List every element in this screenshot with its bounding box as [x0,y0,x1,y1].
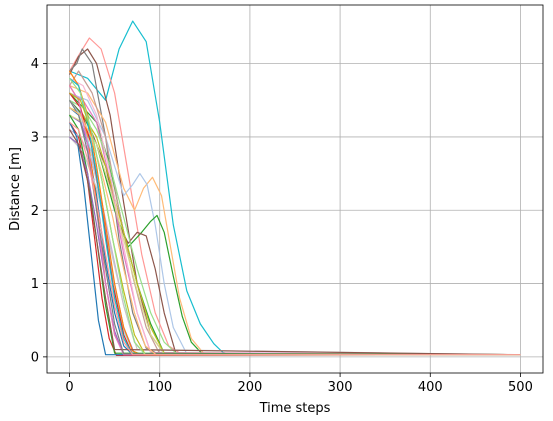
series-line-33 [69,107,521,356]
axis-ticks: 0 100 200 300 400 500 0 1 2 3 4 [31,57,533,395]
series-line-32 [68,99,521,356]
x-tick-label: 400 [418,380,443,395]
series-line-10 [68,70,521,356]
plot-frame [46,4,544,374]
x-tick-label: 0 [65,380,73,395]
series-line-8 [69,99,521,356]
series-line-28 [68,85,521,356]
x-axis-label: Time steps [259,401,331,416]
y-tick-label: 4 [31,57,39,72]
series-line-35 [69,121,521,356]
y-tick-label: 0 [31,350,39,365]
y-tick-label: 1 [31,277,39,292]
series-line-23 [68,122,521,356]
y-tick-label: 2 [31,204,39,219]
series-line-13 [68,121,521,356]
y-axis-label: Distance [m] [8,147,23,231]
series-line-5 [69,85,521,356]
series-line-19 [69,77,521,356]
series-line-6 [69,92,521,356]
x-tick-label: 300 [328,380,353,395]
plot-series [68,20,521,356]
x-tick-label: 500 [508,380,533,395]
series-line-30 [68,129,521,356]
y-tick-label: 3 [31,130,39,145]
series-line-17 [69,99,521,356]
series-line-34 [69,77,521,356]
x-tick-label: 100 [147,380,172,395]
series-line-2 [68,37,521,356]
x-tick-label: 200 [237,380,262,395]
grid-lines [47,5,543,373]
